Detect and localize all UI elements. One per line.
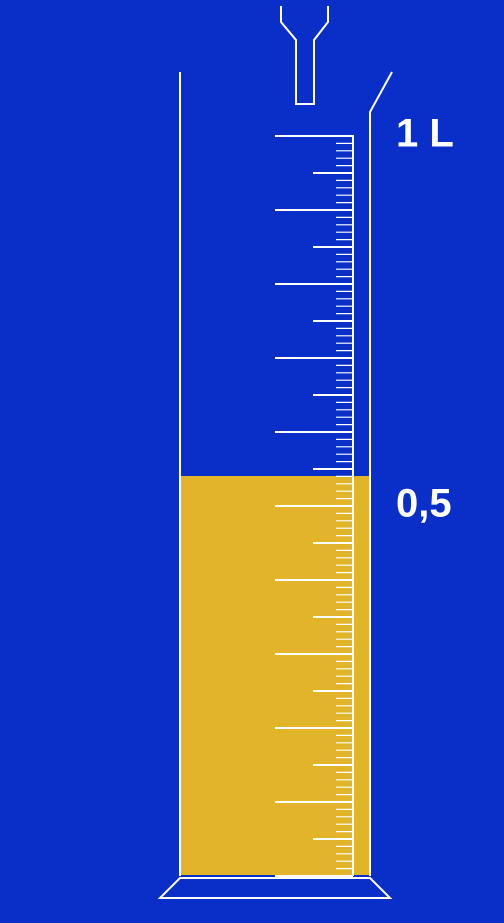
scale [275, 135, 353, 877]
label-middle: 0,5 [396, 482, 452, 526]
label-top: 1 L [396, 112, 454, 156]
right-wall [369, 71, 393, 876]
base [157, 877, 393, 899]
pipette [280, 6, 329, 105]
